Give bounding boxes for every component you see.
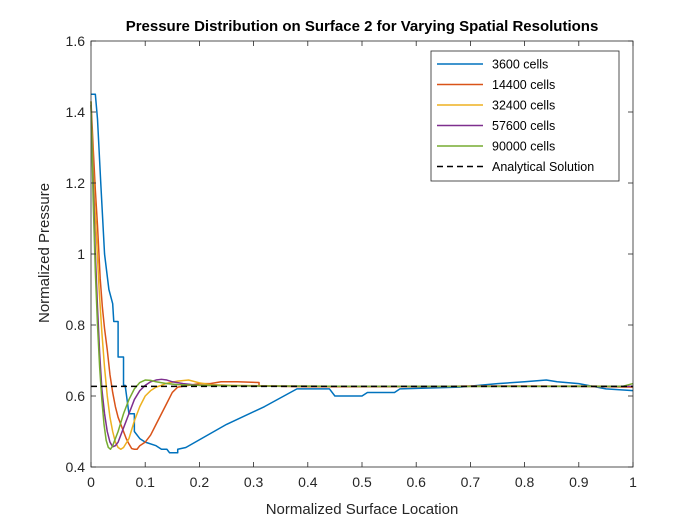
x-axis-label: Normalized Surface Location — [266, 501, 459, 518]
x-tick-label: 0.7 — [461, 474, 481, 490]
y-tick-label: 1 — [77, 246, 85, 262]
legend-box — [430, 50, 620, 182]
legend-label: 90000 cells — [492, 140, 555, 154]
legend-label: 14400 cells — [492, 78, 555, 92]
y-tick-label: 1.4 — [66, 104, 86, 120]
legend: 3600 cells 14400 cells 32400 cells 57600 ce… — [430, 50, 620, 182]
series-layer — [90, 93, 634, 454]
x-tick-label: 0.4 — [298, 474, 318, 490]
x-tick-label: 0.3 — [244, 474, 264, 490]
x-tick-label: 0.5 — [352, 474, 372, 490]
x-ticks: 0 0.1 0.2 0.3 0.4 0.5 0.6 0.7 0.8 0.9 1 — [87, 41, 637, 490]
x-tick-label: 0 — [87, 474, 95, 490]
legend-label: 32400 cells — [492, 99, 555, 113]
legend-label: 57600 cells — [492, 119, 555, 133]
y-ticks: 0.4 0.6 0.8 1 1.2 1.4 1.6 — [66, 33, 633, 475]
x-tick-label: 1 — [629, 474, 637, 490]
y-tick-label: 0.8 — [66, 317, 86, 333]
series-line-4 — [90, 101, 634, 450]
x-tick-label: 0.1 — [135, 474, 155, 490]
y-tick-label: 0.4 — [66, 459, 86, 475]
y-axis-label: Normalized Pressure — [36, 183, 53, 323]
chart-title: Pressure Distribution on Surface 2 for V… — [126, 18, 599, 35]
legend-label: 3600 cells — [492, 58, 548, 72]
legend-label: Analytical Solution — [492, 160, 594, 174]
x-tick-label: 0.9 — [569, 474, 589, 490]
x-tick-label: 0.6 — [406, 474, 426, 490]
x-tick-label: 0.8 — [515, 474, 535, 490]
x-tick-label: 0.2 — [190, 474, 210, 490]
y-tick-label: 1.6 — [66, 33, 86, 49]
y-tick-label: 0.6 — [66, 388, 86, 404]
y-tick-label: 1.2 — [66, 175, 86, 191]
